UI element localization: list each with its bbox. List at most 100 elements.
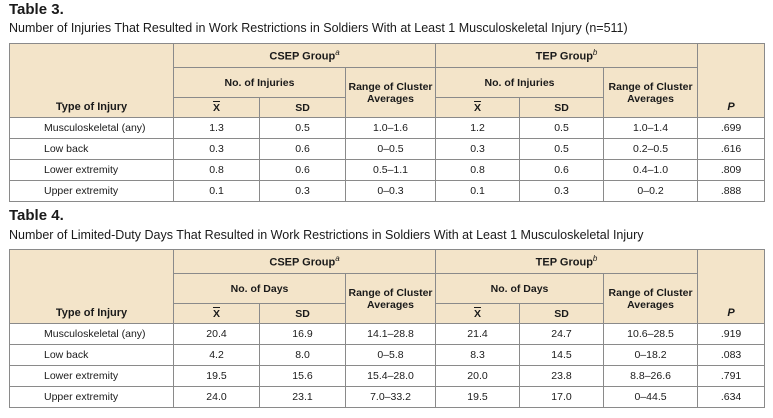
tep-mean: 21.4: [435, 323, 521, 345]
table3-csep-count-header: No. of Injuries: [173, 67, 346, 98]
csep-mean: 1.3: [173, 117, 260, 139]
table3-group-header-row: Type of Injury CSEP Groupa TEP Groupb P: [9, 43, 766, 118]
table3-csep-group-label: CSEP Group: [269, 50, 336, 63]
table4-csep-mean-header: X: [212, 307, 220, 320]
table4-title: Table 4.: [9, 207, 64, 224]
csep-sd: 16.9: [259, 323, 346, 345]
tep-range: 0.2–0.5: [603, 138, 699, 160]
tep-sd: 17.0: [519, 386, 605, 408]
tep-mean: 1.2: [435, 117, 521, 139]
csep-range: 1.0–1.6: [344, 117, 437, 139]
tep-sd: 0.3: [519, 180, 605, 202]
tep-range: 0–44.5: [603, 386, 699, 408]
csep-mean: 0.3: [173, 138, 260, 160]
table3-caption: Number of Injuries That Resulted in Work…: [9, 21, 628, 35]
table4-tep-mean-header: X: [474, 307, 482, 320]
table-row: Lower extremity 19.5 15.6 15.4–28.0 20.0…: [9, 365, 766, 387]
table4-p-header: P: [727, 307, 735, 319]
csep-mean: 4.2: [173, 344, 260, 366]
csep-mean: 0.8: [173, 159, 260, 181]
table4-csep-count-header: No. of Days: [173, 273, 346, 304]
csep-range: 14.1–28.8: [344, 323, 437, 345]
table3-tep-group-label: TEP Group: [535, 50, 593, 63]
tep-mean: 8.3: [435, 344, 521, 366]
table4-tep-sd-header: SD: [519, 303, 605, 324]
csep-sd: 0.3: [259, 180, 346, 202]
csep-sd: 0.6: [259, 138, 346, 160]
row-type: Low back: [9, 138, 174, 160]
tep-range: 0.4–1.0: [603, 159, 699, 181]
csep-mean: 19.5: [173, 365, 260, 387]
tep-sd: 14.5: [519, 344, 605, 366]
row-type: Musculoskeletal (any): [9, 117, 174, 139]
tep-sd: 0.6: [519, 159, 605, 181]
table3-col-header-row: X SD X SD: [9, 97, 765, 118]
table4-type-header: Type of Injury: [55, 307, 128, 319]
table4-csep-footnote-mark: a: [335, 254, 340, 264]
p-value: .699: [697, 117, 766, 139]
tep-sd: 0.5: [519, 117, 605, 139]
table-row: Upper extremity 0.1 0.3 0–0.3 0.1 0.3 0–…: [9, 180, 766, 202]
table-row: Lower extremity 0.8 0.6 0.5–1.1 0.8 0.6 …: [9, 159, 766, 181]
table3: Type of Injury CSEP Groupa TEP Groupb P …: [9, 43, 766, 202]
table3-title: Table 3.: [9, 1, 64, 18]
table3-csep-footnote-mark: a: [335, 48, 340, 58]
p-value: .616: [697, 138, 766, 160]
csep-sd: 15.6: [259, 365, 346, 387]
table-row: Musculoskeletal (any) 20.4 16.9 14.1–28.…: [9, 323, 766, 345]
tep-mean: 0.1: [435, 180, 521, 202]
table-row: Low back 0.3 0.6 0–0.5 0.3 0.5 0.2–0.5 .…: [9, 138, 766, 160]
csep-mean: 24.0: [173, 386, 260, 408]
row-type: Lower extremity: [9, 159, 174, 181]
tep-range: 8.8–26.6: [603, 365, 699, 387]
tep-mean: 20.0: [435, 365, 521, 387]
csep-sd: 0.5: [259, 117, 346, 139]
table3-csep-range-header: Range of Cluster Averages: [344, 67, 437, 118]
tep-range: 10.6–28.5: [603, 323, 699, 345]
tep-mean: 0.3: [435, 138, 521, 160]
table4-tep-footnote-mark: b: [592, 254, 598, 264]
table3-tep-sd-header: SD: [519, 97, 605, 118]
tep-range: 0–18.2: [603, 344, 699, 366]
table3-tep-count-header: No. of Injuries: [435, 67, 605, 98]
table-row: Low back 4.2 8.0 0–5.8 8.3 14.5 0–18.2 .…: [9, 344, 766, 366]
csep-range: 0–5.8: [344, 344, 437, 366]
table3-tep-footnote-mark: b: [592, 48, 598, 58]
table4-sub-header-row: No. of Days Range of Cluster Averages No…: [9, 273, 765, 324]
row-type: Musculoskeletal (any): [9, 323, 174, 345]
table4-tep-count-header: No. of Days: [435, 273, 605, 304]
table3-csep-mean-header: X: [212, 101, 220, 114]
table4: Type of Injury CSEP Groupa TEP Groupb P …: [9, 249, 766, 408]
table3-tep-range-header: Range of Cluster Averages: [603, 67, 699, 118]
table3-csep-group-header: CSEP Groupa: [172, 43, 437, 68]
p-value: .083: [697, 344, 766, 366]
tep-range: 0–0.2: [603, 180, 699, 202]
table4-csep-range-header: Range of Cluster Averages: [344, 273, 437, 324]
row-type: Low back: [9, 344, 174, 366]
csep-range: 0–0.3: [344, 180, 437, 202]
row-type: Upper extremity: [9, 180, 174, 202]
table3-type-header: Type of Injury: [55, 101, 128, 113]
table4-caption: Number of Limited-Duty Days That Resulte…: [9, 228, 644, 242]
table4-tep-group-header: TEP Groupb: [435, 249, 699, 274]
row-type: Upper extremity: [9, 386, 174, 408]
p-value: .809: [697, 159, 766, 181]
tep-mean: 19.5: [435, 386, 521, 408]
table4-tep-range-header: Range of Cluster Averages: [603, 273, 699, 324]
csep-range: 0.5–1.1: [344, 159, 437, 181]
tep-sd: 0.5: [519, 138, 605, 160]
p-value: .919: [697, 323, 766, 345]
csep-range: 7.0–33.2: [344, 386, 437, 408]
csep-sd: 8.0: [259, 344, 346, 366]
table4-csep-group-header: CSEP Groupa: [172, 249, 437, 274]
table4-group-header-row: Type of Injury CSEP Groupa TEP Groupb P: [9, 249, 766, 324]
row-type: Lower extremity: [9, 365, 174, 387]
p-value: .634: [697, 386, 766, 408]
csep-mean: 20.4: [173, 323, 260, 345]
table3-tep-group-header: TEP Groupb: [435, 43, 699, 68]
table-row: Upper extremity 24.0 23.1 7.0–33.2 19.5 …: [9, 386, 766, 408]
tep-range: 1.0–1.4: [603, 117, 699, 139]
table3-sub-header-row: No. of Injuries Range of Cluster Average…: [9, 67, 765, 118]
csep-range: 15.4–28.0: [344, 365, 437, 387]
